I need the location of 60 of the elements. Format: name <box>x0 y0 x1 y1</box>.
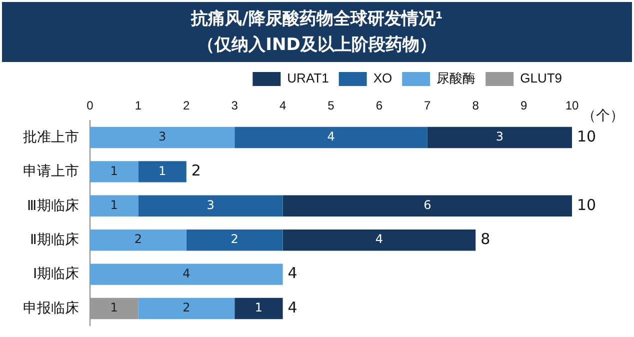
total-label: 2 <box>191 162 201 180</box>
bar <box>90 230 186 251</box>
x-tick-label: 3 <box>231 98 238 113</box>
chart-subtitle: （仅纳入IND及以上阶段药物） <box>196 34 438 57</box>
y-tick-label: 申请上市 <box>23 162 79 179</box>
bar <box>427 126 572 148</box>
total-label: 4 <box>288 264 298 282</box>
data-label: 3 <box>206 198 214 212</box>
total-label: 4 <box>288 298 298 316</box>
x-tick-label: 2 <box>183 98 190 113</box>
total-label: 10 <box>577 127 596 146</box>
bar <box>138 195 283 216</box>
data-label: 1 <box>110 164 118 178</box>
y-tick-label: 申报临床 <box>23 299 79 316</box>
bar <box>90 298 138 320</box>
data-label: 6 <box>424 198 432 212</box>
y-tick-label: 批准上市 <box>23 128 79 144</box>
data-label: 1 <box>110 198 118 212</box>
bar <box>186 230 283 251</box>
data-label: 4 <box>327 130 335 144</box>
total-label: 8 <box>480 230 490 248</box>
bar <box>90 195 138 216</box>
bar <box>90 126 235 148</box>
data-label: 4 <box>375 232 384 246</box>
bar <box>282 195 572 216</box>
data-label: 2 <box>134 232 142 246</box>
legend-label: URAT1 <box>287 70 329 86</box>
x-tick-label: 6 <box>376 98 383 113</box>
data-label: 1 <box>110 300 118 315</box>
legend-label: GLUT9 <box>520 70 562 86</box>
data-label: 1 <box>158 164 166 178</box>
x-tick-label: 10 <box>565 98 579 113</box>
x-tick-label: 9 <box>520 98 528 113</box>
x-tick-label: 8 <box>472 98 480 113</box>
x-tick-label: 0 <box>86 98 94 113</box>
y-tick-label: Ⅲ期临床 <box>27 196 79 213</box>
x-tick-label: 4 <box>279 98 286 113</box>
x-tick-label: 7 <box>424 98 432 113</box>
y-tick-label: Ⅱ期临床 <box>30 230 79 247</box>
bar <box>138 298 235 320</box>
bar <box>234 298 283 320</box>
data-label: 4 <box>182 266 190 280</box>
bar <box>282 230 476 251</box>
chart-title: 抗痛风/降尿酸药物全球研发情况¹ <box>190 8 444 31</box>
total-label: 10 <box>577 196 596 214</box>
data-label: 3 <box>158 130 166 144</box>
y-tick-label: Ⅰ期临床 <box>33 265 79 282</box>
data-label: 3 <box>496 130 504 144</box>
bar <box>90 264 283 285</box>
bar <box>138 161 186 182</box>
x-tick-label: 5 <box>328 98 335 113</box>
legend-label: XO <box>373 70 392 86</box>
x-tick-label: 1 <box>134 98 142 113</box>
legend-label: 尿酸酶 <box>436 70 476 86</box>
text: （个） <box>582 108 624 124</box>
bar <box>90 161 138 182</box>
data-label: 2 <box>230 232 238 246</box>
bar <box>234 126 428 148</box>
data-label: 2 <box>182 300 190 315</box>
data-label: 1 <box>254 300 263 315</box>
